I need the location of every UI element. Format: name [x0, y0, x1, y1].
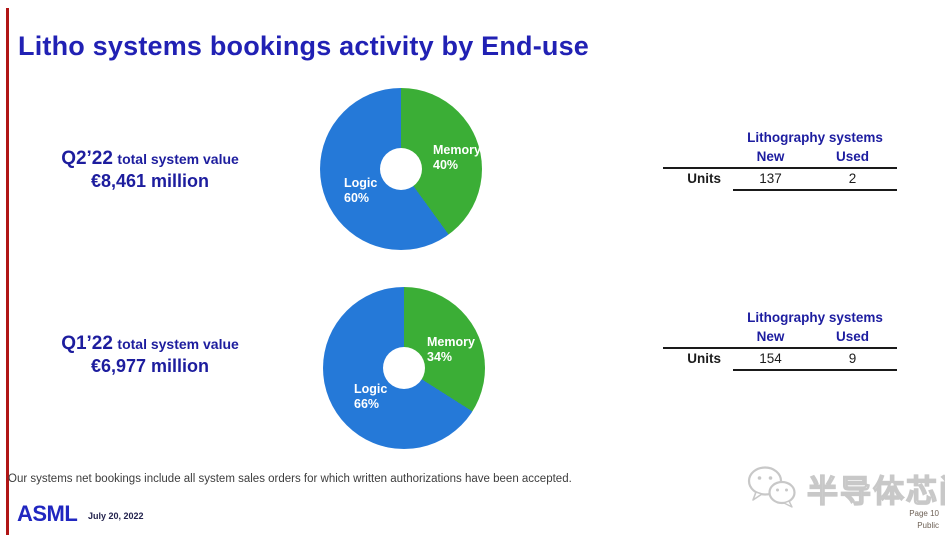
q2-table-header-spacer [663, 149, 733, 164]
q1-units-row-label: Units [687, 351, 721, 366]
q1-quarter-label: Q1’22 [61, 333, 113, 354]
q2-total-value-block: Q2’22 total system value €8,461 million [38, 149, 262, 191]
q2-memory-slice-label: Memory 40% [433, 143, 481, 173]
q1-total-value-block: Q1’22 total system value €6,977 million [38, 334, 262, 376]
q1-logic-name: Logic [354, 382, 388, 396]
q2-quarter-label: Q2’22 [61, 148, 113, 169]
q1-memory-pct: 34% [427, 350, 453, 364]
q2-table-title: Lithography systems [747, 130, 883, 145]
wechat-chat-bubbles-icon [746, 464, 798, 513]
q1-units-new-value: 154 [759, 351, 782, 366]
q2-units-used-value: 2 [848, 171, 857, 186]
slide-date: July 20, 2022 [88, 511, 144, 521]
q2-units-row-label: Units [687, 171, 721, 186]
q1-table-header-spacer [663, 329, 733, 344]
q2-units-row: Units 137 2 [663, 169, 897, 189]
q2-col-header-new: New [756, 149, 785, 164]
q1-memory-slice-label: Memory 34% [427, 335, 475, 365]
q2-memory-pct: 40% [433, 158, 459, 172]
q1-logic-pct: 66% [354, 397, 380, 411]
left-red-accent-bar [6, 8, 9, 535]
asml-logo: ASML [17, 501, 78, 526]
q2-logic-name: Logic [344, 176, 378, 190]
q1-units-table: Lithography systems New Used Units 154 9 [663, 310, 897, 371]
q2-donut-chart: Memory 40% Logic 60% [320, 88, 482, 250]
q1-table-bottom-rule [733, 369, 897, 371]
q2-logic-slice-label: Logic 60% [344, 176, 377, 206]
q2-col-header-used: Used [835, 149, 869, 164]
q2-total-value: €8,461 million [90, 170, 210, 191]
q2-units-table: Lithography systems New Used Units 137 2 [663, 130, 897, 191]
q2-memory-name: Memory [433, 143, 481, 157]
q1-donut-chart: Memory 34% Logic 66% [323, 287, 485, 449]
q1-value-label: total system value [117, 336, 239, 352]
q2-table-header-row: New Used [663, 149, 897, 167]
q1-table-top-rule [663, 347, 897, 349]
q1-total-value: €6,977 million [90, 355, 210, 376]
q2-value-label: total system value [117, 151, 239, 167]
q2-value-headline: Q2’22 total system value [38, 149, 262, 169]
q1-units-used-value: 9 [848, 351, 857, 366]
q1-table-title: Lithography systems [747, 310, 883, 325]
watermark-text: 半导体芯闻 [806, 473, 945, 509]
q1-col-header-new: New [756, 329, 785, 344]
q1-memory-name: Memory [427, 335, 475, 349]
q1-units-row: Units 154 9 [663, 349, 897, 369]
q2-table-bottom-rule [733, 189, 897, 191]
q2-logic-pct: 60% [344, 191, 370, 205]
page-title: Litho systems bookings activity by End-u… [18, 31, 590, 61]
q2-table-top-rule [663, 167, 897, 169]
page-number: Page 10 [909, 509, 939, 518]
classification-label: Public [917, 521, 939, 530]
page-info: Page 10 Public [909, 508, 939, 532]
q1-value-headline: Q1’22 total system value [38, 334, 262, 354]
footnote-text: Our systems net bookings include all sys… [8, 473, 572, 485]
watermark: 半导体芯闻 [746, 464, 945, 513]
q1-table-header-row: New Used [663, 329, 897, 347]
q1-logic-slice-label: Logic 66% [354, 382, 387, 412]
q2-units-new-value: 137 [759, 171, 782, 186]
q1-col-header-used: Used [835, 329, 869, 344]
